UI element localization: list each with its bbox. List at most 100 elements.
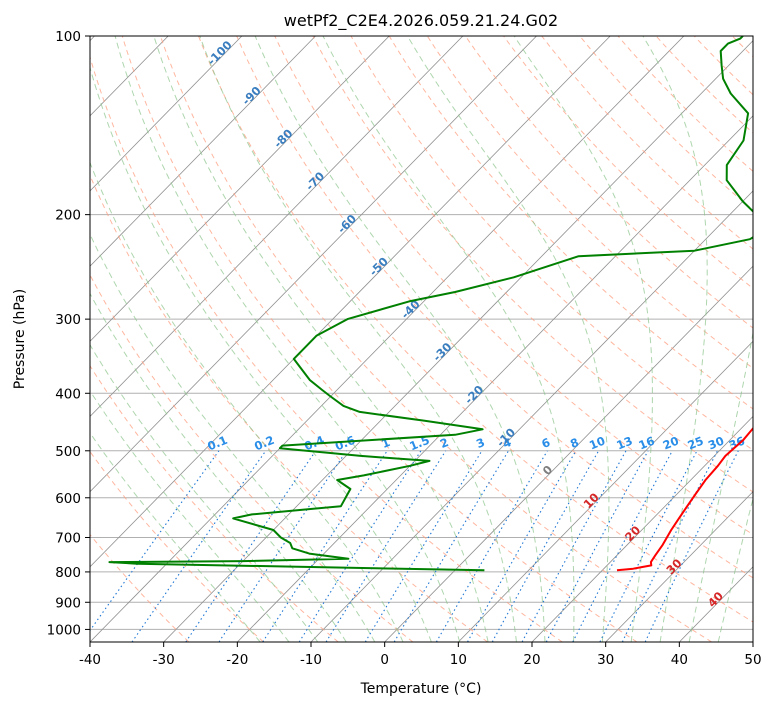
mixing-ratio-line (621, 450, 718, 642)
mixing-ratio-label: 3 (474, 435, 487, 451)
mixing-ratio-line (131, 450, 267, 642)
x-tick-label: 0 (380, 652, 389, 668)
moist-adiabat-line (90, 343, 319, 642)
temperature-profile-line (616, 426, 753, 572)
dry-adiabat-line (198, 36, 753, 623)
mixing-ratio-line (521, 450, 627, 642)
dry-adiabat-line (312, 36, 753, 493)
isotherm-label: 0 (540, 462, 556, 478)
mixing-ratio-label: 16 (637, 434, 657, 453)
isotherm-label: -50 (366, 254, 391, 279)
isotherm-label: 40 (705, 589, 726, 610)
moist-adiabat-line (90, 432, 261, 642)
x-tick-label: 30 (597, 652, 614, 668)
y-axis: 100 200 300 400 500 600 700 800 900 1000 (47, 29, 90, 638)
isotherm-line (90, 36, 390, 342)
isotherm-line (458, 340, 753, 642)
dry-adiabat-line (655, 36, 753, 134)
y-tick-label: 500 (55, 444, 81, 460)
mixing-ratio-label: 30 (706, 434, 726, 453)
moist-adiabat-line (322, 36, 575, 642)
isotherm-label: 20 (622, 523, 643, 544)
isotherm-line (237, 115, 753, 642)
mixing-ratio-label: 25 (685, 434, 705, 453)
mixing-ratio-line (545, 450, 649, 642)
dry-adiabat-line (350, 36, 753, 451)
mixing-ratio-line (325, 450, 447, 642)
isotherm-line (163, 40, 753, 642)
moist-adiabat-line (114, 36, 461, 642)
background-lines (90, 36, 753, 642)
mixing-ratio-label: 10 (587, 434, 607, 453)
moist-adiabat-line (254, 36, 546, 642)
dry-adiabat-line (90, 364, 339, 642)
dry-adiabat-line (274, 36, 753, 536)
y-tick-label: 900 (55, 595, 81, 611)
mixing-ratio-line (185, 450, 317, 642)
y-tick-label: 800 (55, 565, 81, 581)
x-tick-label: 40 (671, 652, 688, 668)
mixing-ratio-line (644, 450, 739, 642)
mixing-ratio-label: 1 (379, 435, 392, 451)
x-tick-label: -30 (153, 652, 175, 668)
y-tick-label: 200 (55, 208, 81, 224)
isotherm-label: 30 (663, 556, 684, 577)
isotherm-line (605, 491, 753, 642)
dry-adiabat-line (90, 273, 414, 642)
isotherm-line (90, 36, 464, 418)
dry-adiabat-line (693, 36, 753, 96)
dry-adiabat-line (90, 533, 190, 642)
moist-adiabat-line (688, 330, 753, 642)
mixing-ratio-line (298, 450, 422, 642)
y-tick-label: 300 (55, 312, 81, 328)
dry-adiabat-line (617, 36, 753, 173)
moist-adiabat-line (90, 65, 432, 642)
mixing-ratio-label: 20 (661, 434, 681, 453)
moist-adiabat-line (90, 389, 290, 642)
isotherm-label: -90 (239, 83, 264, 108)
mixing-ratio-line (218, 450, 348, 642)
isotherm-label: -20 (462, 382, 487, 407)
mixing-ratio-line (572, 450, 673, 642)
x-axis: -40 -30 -20 -10 0 10 20 30 40 50 (79, 642, 762, 668)
isotherm-label: -30 (430, 340, 455, 365)
isotherm-line (384, 265, 753, 642)
x-tick-label: -20 (226, 652, 248, 668)
mixing-ratio-label: 6 (540, 435, 553, 451)
dry-adiabat-line (426, 36, 753, 369)
isotherm-label: -80 (271, 126, 296, 151)
dewpoint-profile-line (108, 36, 753, 572)
moist-adiabat-line (642, 36, 708, 642)
moist-adiabat-line (90, 233, 376, 642)
dry-adiabat-line (731, 36, 753, 58)
y-tick-label: 600 (55, 491, 81, 507)
x-tick-label: 10 (450, 652, 467, 668)
mixing-ratio-line (364, 450, 483, 642)
isotherm-label: -60 (335, 212, 360, 237)
isotherm-label: -70 (303, 169, 328, 194)
dry-adiabat-line (388, 36, 753, 410)
isotherm-line (752, 641, 753, 642)
isotherm-line (531, 415, 753, 642)
mixing-ratio-line (491, 450, 600, 642)
x-tick-label: -40 (79, 652, 101, 668)
isotherm-label: -100 (205, 38, 235, 68)
isotherm-line (90, 36, 685, 642)
dry-adiabat-line (90, 173, 488, 642)
dry-adiabat-line (503, 36, 753, 289)
x-axis-label: Temperature (°C) (360, 681, 482, 697)
dry-adiabat-line (121, 36, 638, 642)
isotherm-label: -10 (494, 425, 519, 450)
dry-adiabat-line (236, 36, 753, 579)
dry-adiabat-line (159, 36, 712, 642)
y-tick-label: 400 (55, 386, 81, 402)
y-axis-label: Pressure (hPa) (12, 289, 28, 389)
isotherm-line (310, 190, 753, 642)
profiles (108, 36, 753, 572)
dry-adiabat-line (90, 450, 264, 642)
isotherm-line (90, 36, 537, 493)
y-tick-label: 700 (55, 531, 81, 547)
moist-adiabat-line (513, 36, 653, 642)
y-tick-label: 1000 (47, 622, 81, 638)
